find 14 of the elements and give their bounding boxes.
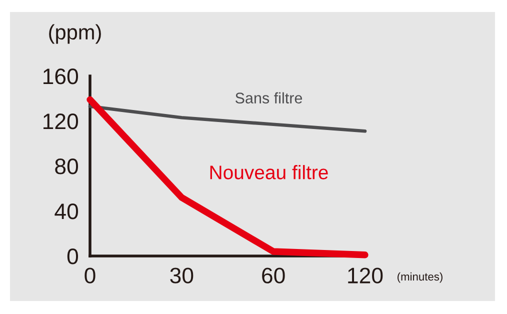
series-label: Sans filtre <box>235 92 302 104</box>
y-tick-label: 120 <box>44 114 78 130</box>
x-tick-label: 120 <box>348 268 383 284</box>
x-tick-label: 0 <box>84 268 96 284</box>
x-axis-title: (minutes) <box>398 272 442 283</box>
x-tick-label: 30 <box>170 268 194 284</box>
y-tick-label: 0 <box>67 248 78 264</box>
y-tick-label: 160 <box>44 68 78 84</box>
x-tick-label: 60 <box>262 268 285 284</box>
y-tick-label: 80 <box>55 158 78 174</box>
line-series <box>88 104 367 133</box>
y-tick-label: 40 <box>54 204 78 220</box>
y-axis-title: (ppm) <box>49 24 101 44</box>
series-label: Nouveau filtre <box>210 165 328 180</box>
